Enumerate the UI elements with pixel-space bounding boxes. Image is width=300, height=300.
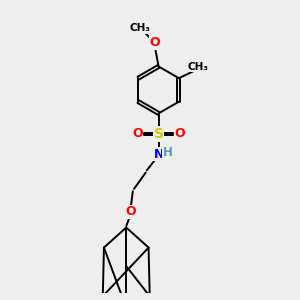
Text: CH₃: CH₃ — [130, 23, 151, 33]
Text: O: O — [174, 128, 185, 140]
Text: N: N — [153, 148, 164, 160]
Text: CH₃: CH₃ — [188, 62, 208, 72]
Text: O: O — [132, 128, 143, 140]
Text: O: O — [125, 205, 136, 218]
Text: H: H — [163, 146, 173, 159]
Text: S: S — [154, 127, 164, 141]
Text: O: O — [150, 37, 160, 50]
